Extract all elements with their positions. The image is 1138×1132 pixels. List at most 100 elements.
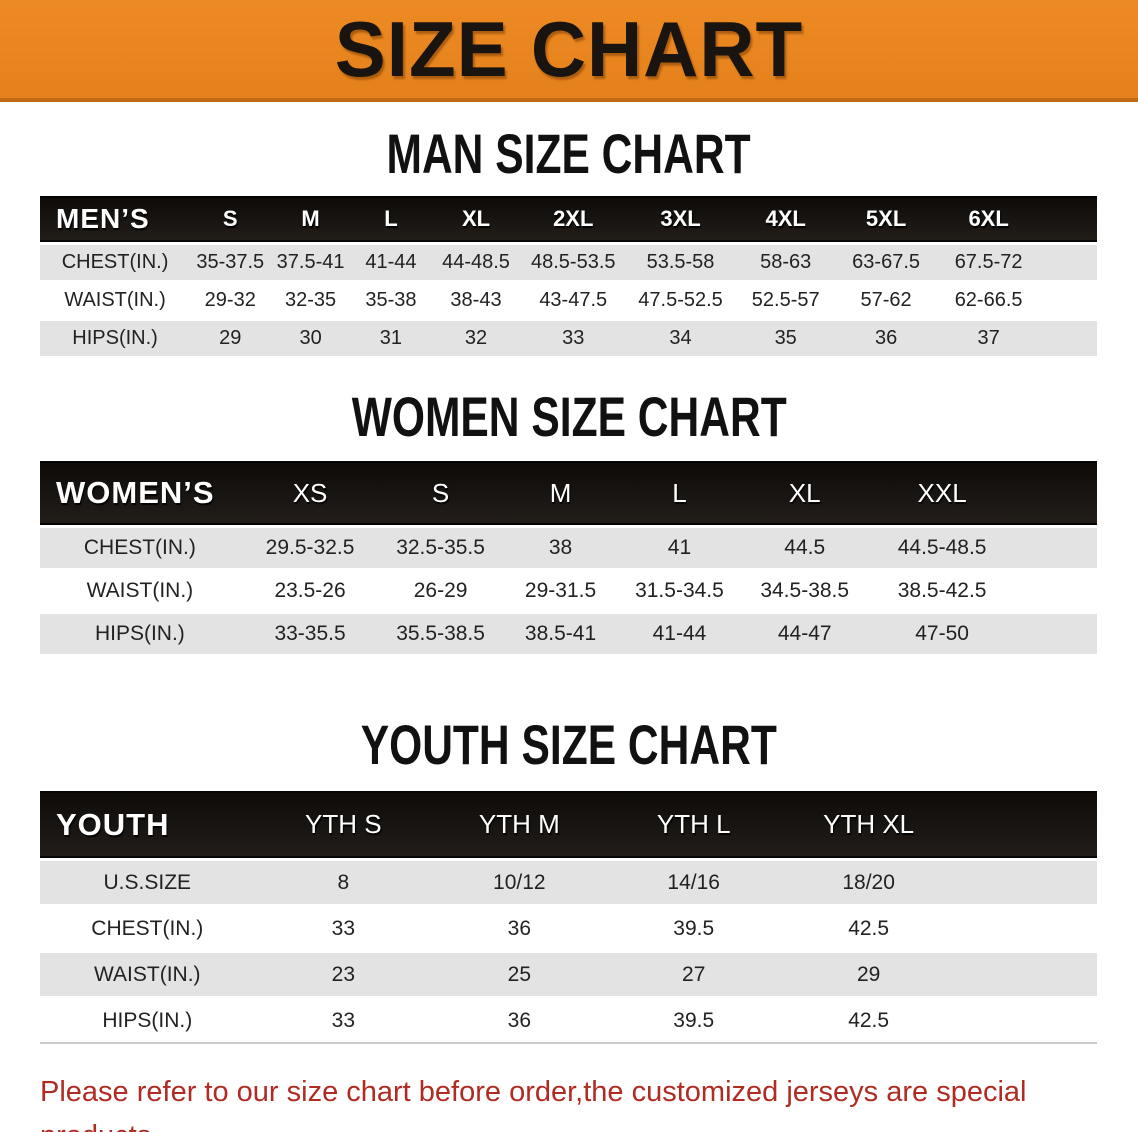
table-cell: 14/16 [606,861,781,904]
table-cell: 31.5-34.5 [620,571,739,611]
table-cell: 23.5-26 [239,571,381,611]
table-cell: 44-47 [738,614,871,654]
spacer-cell [956,907,1097,950]
women-header-row: WOMEN’S XS S M L XL XXL [40,461,1097,525]
table-cell: 29-32 [190,283,271,318]
table-cell: 35.5-38.5 [380,614,501,654]
spacer-cell [1013,571,1097,611]
spacer-cell [1013,461,1097,525]
table-row: U.S.SIZE 8 10/12 14/16 18/20 [40,861,1097,904]
table-cell: 23 [254,953,433,996]
women-group-label: WOMEN’S [40,461,240,525]
column-header: 4XL [735,196,836,242]
table-cell: 35-37.5 [190,245,271,280]
spacer-cell [1013,528,1097,568]
table-cell: 38 [500,528,621,568]
table-cell: 44.5 [738,528,871,568]
column-header: M [270,196,351,242]
table-cell: 42.5 [780,907,957,950]
column-header: XL [738,461,871,525]
table-cell: 52.5-57 [735,283,836,318]
table-cell: 36 [432,999,607,1044]
row-label: CHEST(IN.) [40,245,191,280]
table-cell: 26-29 [380,571,501,611]
column-header: S [190,196,271,242]
table-cell: 62-66.5 [936,283,1041,318]
table-cell: 36 [432,907,607,950]
table-cell: 34 [625,321,736,356]
table-cell: 29 [780,953,957,996]
table-cell: 58-63 [735,245,836,280]
footer-notice: Please refer to our size chart before or… [0,1071,1138,1132]
spacer-cell [1040,321,1097,356]
table-cell: 34.5-38.5 [738,571,871,611]
men-size-table: MEN’S S M L XL 2XL 3XL 4XL 5XL 6XL CHEST… [40,193,1097,359]
table-cell: 35 [735,321,836,356]
table-cell: 10/12 [432,861,607,904]
table-row: WAIST(IN.) 29-32 32-35 35-38 38-43 43-47… [40,283,1097,318]
table-cell: 8 [254,861,433,904]
column-header: L [620,461,739,525]
row-label: U.S.SIZE [40,861,255,904]
row-label: WAIST(IN.) [40,571,240,611]
table-cell: 53.5-58 [625,245,736,280]
table-row: WAIST(IN.) 23 25 27 29 [40,953,1097,996]
table-cell: 37.5-41 [270,245,351,280]
youth-size-table: YOUTH YTH S YTH M YTH L YTH XL U.S.SIZE … [40,788,1097,1047]
column-header: 5XL [835,196,937,242]
row-label: WAIST(IN.) [40,283,191,318]
table-cell: 33 [520,321,626,356]
table-row: WAIST(IN.) 23.5-26 26-29 29-31.5 31.5-34… [40,571,1097,611]
column-header: XS [239,461,381,525]
table-cell: 33 [254,999,433,1044]
table-cell: 32-35 [270,283,351,318]
table-cell: 35-38 [350,283,432,318]
table-row: HIPS(IN.) 33-35.5 35.5-38.5 38.5-41 41-4… [40,614,1097,654]
table-cell: 31 [350,321,432,356]
men-heading-text: MAN SIZE CHART [386,122,752,185]
row-label: HIPS(IN.) [40,614,240,654]
spacer-cell [1040,196,1097,242]
column-header: 2XL [520,196,626,242]
table-row: CHEST(IN.) 29.5-32.5 32.5-35.5 38 41 44.… [40,528,1097,568]
women-section-heading: WOMEN SIZE CHART [0,389,1138,445]
column-header: YTH S [254,791,433,858]
notice-line-1: Please refer to our size chart before or… [40,1076,1027,1132]
column-header: XXL [870,461,1014,525]
table-cell: 48.5-53.5 [520,245,626,280]
banner-title: SIZE CHART [334,5,804,93]
table-cell: 43-47.5 [520,283,626,318]
row-label: CHEST(IN.) [40,528,240,568]
spacer-cell [1040,245,1097,280]
column-header: YTH M [432,791,607,858]
column-header: M [500,461,621,525]
column-header: YTH L [606,791,781,858]
table-cell: 33-35.5 [239,614,381,654]
table-cell: 32 [431,321,521,356]
table-cell: 29-31.5 [500,571,621,611]
table-cell: 57-62 [835,283,937,318]
column-header: S [380,461,501,525]
spacer-cell [956,953,1097,996]
table-cell: 63-67.5 [835,245,937,280]
row-label: HIPS(IN.) [40,999,255,1044]
column-header: XL [431,196,521,242]
table-cell: 41-44 [620,614,739,654]
table-cell: 27 [606,953,781,996]
table-cell: 36 [835,321,937,356]
table-row: HIPS(IN.) 33 36 39.5 42.5 [40,999,1097,1044]
table-cell: 67.5-72 [936,245,1041,280]
spacer-cell [956,999,1097,1044]
table-cell: 41-44 [350,245,432,280]
table-cell: 44-48.5 [431,245,521,280]
table-cell: 39.5 [606,907,781,950]
table-cell: 18/20 [780,861,957,904]
table-cell: 39.5 [606,999,781,1044]
table-cell: 44.5-48.5 [870,528,1014,568]
table-cell: 38.5-41 [500,614,621,654]
row-label: WAIST(IN.) [40,953,255,996]
table-row: CHEST(IN.) 35-37.5 37.5-41 41-44 44-48.5… [40,245,1097,280]
table-cell: 47-50 [870,614,1014,654]
spacer-cell [1013,614,1097,654]
